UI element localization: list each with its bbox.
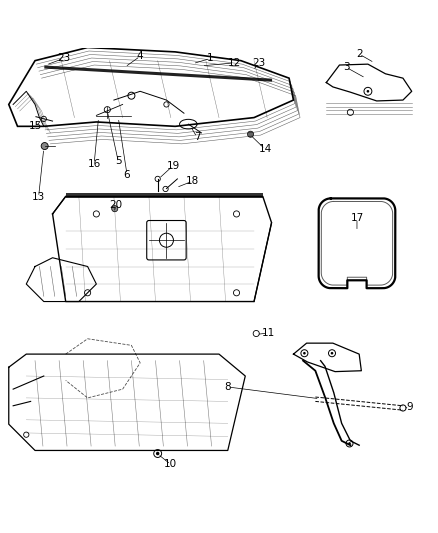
Circle shape	[367, 90, 369, 93]
Circle shape	[156, 452, 159, 455]
Circle shape	[247, 131, 254, 138]
Text: 8: 8	[224, 382, 231, 392]
Text: 6: 6	[124, 169, 131, 180]
Text: 7: 7	[194, 132, 201, 142]
Text: 5: 5	[115, 156, 122, 166]
Text: 23: 23	[252, 58, 265, 68]
Text: 14: 14	[258, 144, 272, 154]
Text: 17: 17	[350, 213, 364, 223]
Text: 23: 23	[57, 53, 70, 63]
Text: 11: 11	[261, 328, 275, 338]
Text: 16: 16	[88, 159, 101, 168]
Text: 10: 10	[164, 459, 177, 470]
Circle shape	[112, 206, 118, 212]
Circle shape	[331, 352, 333, 354]
Text: 2: 2	[356, 49, 363, 59]
Text: 15: 15	[29, 122, 42, 131]
Text: 20: 20	[110, 200, 123, 210]
Text: 12: 12	[228, 58, 241, 68]
Circle shape	[348, 442, 351, 445]
Text: 19: 19	[166, 161, 180, 171]
Text: 13: 13	[32, 192, 45, 203]
Text: 18: 18	[186, 176, 199, 186]
Text: 4: 4	[137, 51, 144, 61]
Text: 3: 3	[343, 62, 350, 72]
Circle shape	[41, 142, 48, 150]
Text: 9: 9	[406, 402, 413, 411]
Circle shape	[303, 352, 306, 354]
Text: 1: 1	[207, 53, 214, 63]
